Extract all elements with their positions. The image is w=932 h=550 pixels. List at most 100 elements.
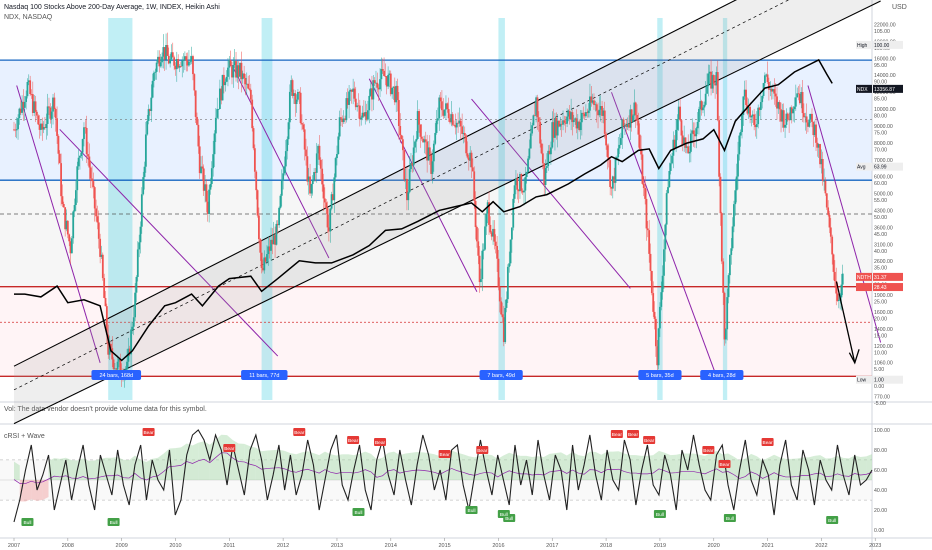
candle-body [271, 239, 274, 245]
candle-body [88, 156, 91, 168]
candle-body [298, 91, 301, 93]
candle-body [723, 292, 726, 340]
trend-line [471, 98, 631, 289]
candle-body [473, 171, 476, 201]
candle-body [465, 135, 468, 154]
candle-body [559, 123, 562, 127]
candle-body [687, 146, 690, 154]
candle-body [570, 112, 573, 120]
candle-body [364, 112, 367, 117]
wave-fill [681, 453, 688, 480]
time-axis-tick: 2014 [385, 543, 397, 549]
candle-body [84, 127, 87, 129]
candle-body [576, 121, 579, 129]
candle-body [50, 111, 53, 119]
candle-body [342, 118, 345, 122]
candle-body [26, 82, 29, 97]
candle-body [362, 112, 365, 117]
candle-body [136, 249, 139, 277]
oscillator-axis-tick: 80.00 [874, 448, 887, 454]
price-axis-tick-pct: 15.00 [874, 333, 887, 339]
candle-body [781, 110, 784, 122]
candle-body [46, 106, 49, 124]
candle-body [293, 93, 295, 96]
candle-body [329, 208, 332, 232]
bull-tag-label: Bull [110, 520, 118, 526]
candle-body [469, 152, 472, 161]
time-axis-tick: 2015 [438, 543, 450, 549]
price-label-value: 28.43 [874, 285, 887, 291]
candle-body [724, 329, 727, 340]
candle-body [755, 124, 758, 128]
candle-body [108, 343, 111, 355]
candle-body [235, 61, 237, 78]
candle-body [171, 52, 174, 58]
price-axis-tick-ndx: 6000.00 [874, 175, 893, 181]
candle-body [649, 253, 652, 271]
candle-body [431, 161, 434, 174]
candle-body [53, 97, 56, 110]
price-axis-tick-ndx: 2600.00 [874, 259, 893, 265]
candle-body [633, 102, 636, 116]
candle-body [571, 112, 574, 123]
candle-body [186, 60, 189, 66]
candle-body [311, 179, 314, 185]
candle-body [99, 238, 102, 257]
wave-fill [710, 450, 717, 480]
bull-tag [21, 518, 34, 526]
candle-body [185, 56, 188, 61]
bear-tag [476, 446, 489, 454]
candle-body [807, 122, 809, 127]
candle-body [307, 176, 310, 182]
duration-tag-label: 11 bars, 77d [249, 373, 279, 379]
candle-body [759, 102, 762, 110]
candle-body [57, 135, 60, 154]
candle-body [284, 151, 287, 167]
candle-body [52, 97, 54, 112]
candle-body [209, 183, 212, 190]
candle-body [397, 100, 400, 127]
candle-body [714, 83, 716, 86]
candle-body [504, 307, 507, 343]
candle-body [519, 174, 521, 192]
candle-body [147, 109, 150, 121]
wave-fill [382, 452, 389, 480]
candle-body [541, 153, 544, 164]
bear-tag-label: Bear [440, 452, 451, 458]
candle-body [306, 156, 309, 182]
candle-body [241, 73, 244, 80]
candle-body [118, 358, 120, 362]
candle-body [554, 118, 556, 138]
bear-tag [374, 438, 387, 446]
candle-body [294, 93, 297, 105]
candle-body [648, 230, 651, 254]
price-axis-tick-pct: 0.00 [874, 384, 884, 390]
candle-body [330, 194, 333, 209]
candle-body [19, 108, 22, 113]
candle-body [142, 177, 145, 195]
candle-body [652, 293, 655, 312]
candle-body [49, 107, 52, 119]
candle-body [650, 270, 653, 294]
candle-body [796, 93, 799, 98]
candle-body [248, 88, 251, 90]
candle-body [263, 257, 266, 271]
price-axis-tick-ndx: 1200.00 [874, 344, 893, 350]
candle-body [729, 254, 731, 276]
candle-body [66, 220, 69, 235]
candle-body [594, 104, 597, 106]
candle-body [708, 71, 711, 74]
candle-body [833, 271, 836, 281]
bear-tag-label: Bear [375, 440, 386, 446]
candle-body [272, 235, 275, 245]
price-axis-tick-ndx: 3100.00 [874, 242, 893, 248]
candle-body [368, 95, 371, 111]
candle-body [663, 249, 665, 276]
candle-body [539, 121, 542, 144]
candle-body [494, 241, 497, 246]
candle-body [85, 127, 88, 155]
candle-body [423, 139, 426, 143]
oscillator-title: cRSI + Wave [4, 433, 45, 440]
candle-body [671, 155, 673, 164]
